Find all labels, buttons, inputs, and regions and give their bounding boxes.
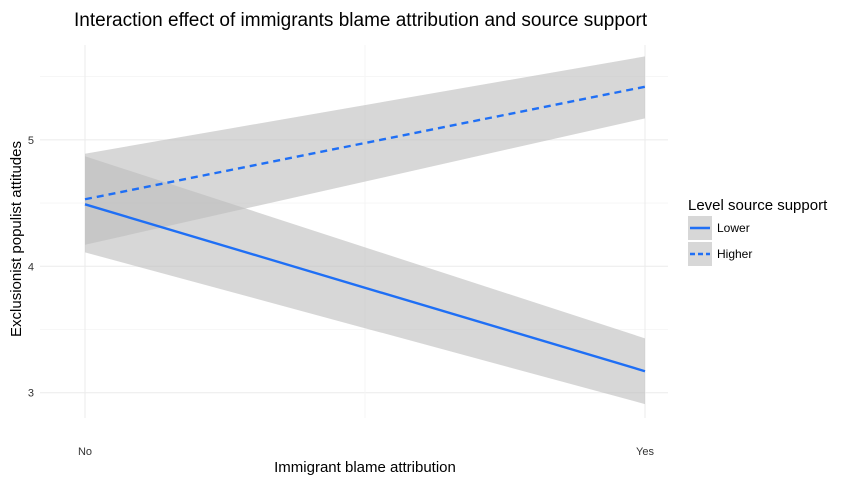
tick-labels: 3 4 5 No Yes (28, 135, 655, 458)
y-axis-title: Exclusionist populist attitudes (8, 141, 25, 337)
x-axis-title: Immigrant blame attribution (274, 459, 456, 476)
confidence-ribbon-lower (85, 156, 645, 405)
chart-title: Interaction effect of immigrants blame a… (74, 10, 648, 31)
y-tick-label: 5 (28, 135, 34, 147)
y-tick-label: 4 (28, 261, 34, 273)
series-lines (84, 85, 646, 373)
legend-title: Level source support (688, 197, 828, 214)
legend-label-lower: Lower (717, 221, 750, 235)
x-tick-label: Yes (636, 446, 654, 458)
confidence-ribbon-higher (85, 56, 645, 245)
legend: Level source support Lower Higher (688, 197, 828, 266)
confidence-ribbons (85, 56, 645, 405)
y-tick-label: 3 (28, 388, 34, 400)
series-line-lower (84, 203, 646, 373)
legend-label-higher: Higher (717, 247, 752, 261)
x-tick-label: No (78, 446, 92, 458)
